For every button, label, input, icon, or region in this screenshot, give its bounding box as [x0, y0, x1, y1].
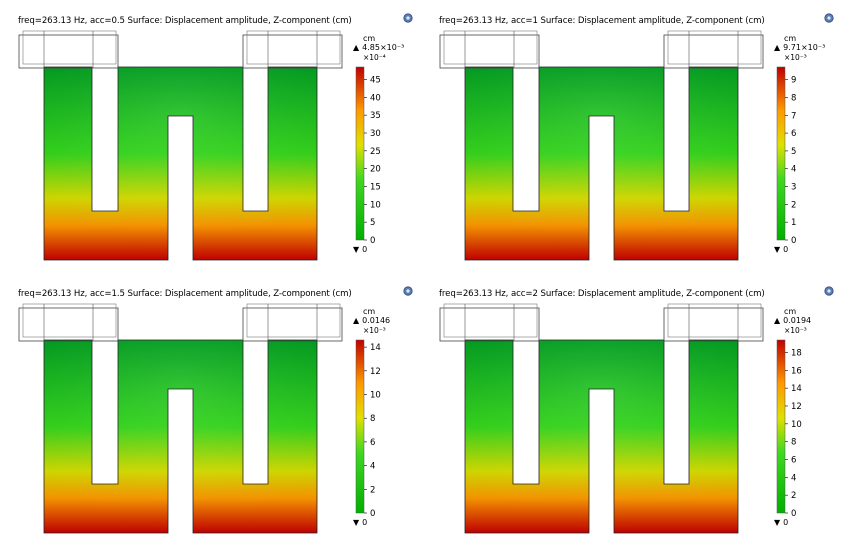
triangle-down-icon: ▼ [353, 518, 360, 527]
clamp-frame [18, 30, 119, 69]
triangle-up-icon: ▲ [774, 43, 781, 52]
colorbar-tick-label: 12 [791, 402, 802, 412]
colorbar-unit: cm [363, 34, 376, 43]
colorbar-tick-label: 0 [791, 236, 796, 246]
colorbar-scale-factor: ×10⁻³ [784, 53, 807, 62]
plot-title: freq=263.13 Hz, acc=2 Surface: Displacem… [439, 289, 765, 299]
colorbar-max-label: ▲ 9.71×10⁻³ [774, 43, 826, 52]
colorbar-tick-label: 0 [370, 509, 375, 519]
colorbar-tick-label: 15 [370, 182, 381, 192]
triangle-up-icon: ▲ [353, 43, 360, 52]
colorbar [355, 339, 365, 514]
colorbar-tick-label: 4 [370, 462, 375, 472]
colorbar-max-label: ▲ 4.85×10⁻³ [353, 43, 405, 52]
colorbar-tick-label: 10 [370, 391, 381, 401]
plot-area: 0 1 2 3 4 5 6 7 8 9 [439, 30, 796, 261]
colorbar-tick-label: 3 [791, 183, 796, 193]
colorbar-tick-label: 14 [791, 384, 802, 394]
colorbar-tick-label: 0 [791, 509, 796, 519]
plot-panel-2: freq=263.13 Hz, acc=1 Surface: Displacem… [421, 0, 842, 273]
triangle-down-icon: ▼ [353, 245, 360, 254]
triangle-up-icon: ▲ [774, 316, 781, 325]
colorbar-tick-label: 30 [370, 129, 381, 139]
colorbar-max-label: ▲ 0.0146 [353, 316, 391, 325]
triangle-down-icon: ▼ [774, 245, 781, 254]
clamp-frame [242, 30, 343, 69]
colorbar-tick-label: 20 [370, 165, 381, 175]
colorbar-tick-label: 2 [370, 485, 375, 495]
colorbar [776, 66, 786, 241]
colorbar-tick-label: 8 [791, 93, 796, 103]
colorbar-tick-label: 5 [370, 218, 375, 228]
colorbar [355, 66, 365, 241]
colorbar-tick-label: 12 [370, 367, 381, 377]
colorbar [776, 339, 786, 514]
clamp-frame [663, 30, 764, 69]
plot-panel-1: freq=263.13 Hz, acc=0.5 Surface: Displac… [0, 0, 421, 273]
colorbar-tick-label: 6 [370, 438, 375, 448]
plot-title: freq=263.13 Hz, acc=1 Surface: Displacem… [439, 16, 765, 26]
camera-globe-icon[interactable] [403, 13, 413, 23]
colorbar-tick-label: 16 [791, 366, 802, 376]
colorbar-min-label: ▼ 0 [774, 518, 789, 527]
colorbar-tick-label: 35 [370, 111, 381, 121]
colorbar-tick-label: 10 [791, 420, 802, 430]
colorbar-unit: cm [784, 34, 797, 43]
clamp-frame [439, 30, 540, 69]
plot-title: freq=263.13 Hz, acc=0.5 Surface: Displac… [18, 16, 352, 26]
colorbar-unit: cm [784, 307, 797, 316]
colorbar-tick-label: 2 [791, 491, 796, 501]
colorbar-tick-label: 14 [370, 343, 381, 353]
colorbar-tick-label: 4 [791, 473, 796, 483]
colorbar-tick-label: 6 [791, 455, 796, 465]
clamp-frame [439, 303, 540, 342]
colorbar-min-label: ▼ 0 [353, 245, 368, 254]
colorbar-tick-label: 8 [791, 438, 796, 448]
plot-area: 0 2 4 6 8 10 12 14 [18, 303, 381, 534]
colorbar-tick-label: 18 [791, 348, 802, 358]
colorbar-tick-label: 40 [370, 93, 381, 103]
colorbar-unit: cm [363, 307, 376, 316]
triangle-up-icon: ▲ [353, 316, 360, 325]
colorbar-tick-label: 9 [791, 76, 796, 86]
camera-globe-icon[interactable] [824, 13, 834, 23]
camera-globe-icon[interactable] [824, 286, 834, 296]
colorbar-scale-factor: ×10⁻⁴ [363, 53, 386, 62]
colorbar-max-label: ▲ 0.0194 [774, 316, 812, 325]
colorbar-min-label: ▼ 0 [353, 518, 368, 527]
camera-globe-icon[interactable] [403, 286, 413, 296]
clamp-frame [18, 303, 119, 342]
triangle-down-icon: ▼ [774, 518, 781, 527]
colorbar-tick-label: 2 [791, 200, 796, 210]
clamp-frame [663, 303, 764, 342]
colorbar-tick-label: 25 [370, 147, 381, 157]
plot-area: 0 2 4 6 8 10 12 14 16 18 [439, 303, 802, 534]
plot-title: freq=263.13 Hz, acc=1.5 Surface: Displac… [18, 289, 352, 299]
colorbar-scale-factor: ×10⁻³ [784, 326, 807, 335]
colorbar-tick-label: 7 [791, 111, 796, 121]
colorbar-tick-label: 8 [370, 414, 375, 424]
colorbar-tick-label: 6 [791, 129, 796, 139]
colorbar-tick-label: 4 [791, 165, 796, 175]
colorbar-scale-factor: ×10⁻³ [363, 326, 386, 335]
colorbar-tick-label: 5 [791, 147, 796, 157]
colorbar-tick-label: 45 [370, 75, 381, 85]
colorbar-tick-label: 0 [370, 236, 375, 246]
colorbar-tick-label: 1 [791, 218, 796, 228]
plot-panel-4: freq=263.13 Hz, acc=2 Surface: Displacem… [421, 273, 842, 546]
colorbar-tick-label: 10 [370, 200, 381, 210]
plot-area: 0 5 10 15 20 25 30 35 40 45 [18, 30, 381, 261]
colorbar-min-label: ▼ 0 [774, 245, 789, 254]
plot-panel-3: freq=263.13 Hz, acc=1.5 Surface: Displac… [0, 273, 421, 546]
clamp-frame [242, 303, 343, 342]
